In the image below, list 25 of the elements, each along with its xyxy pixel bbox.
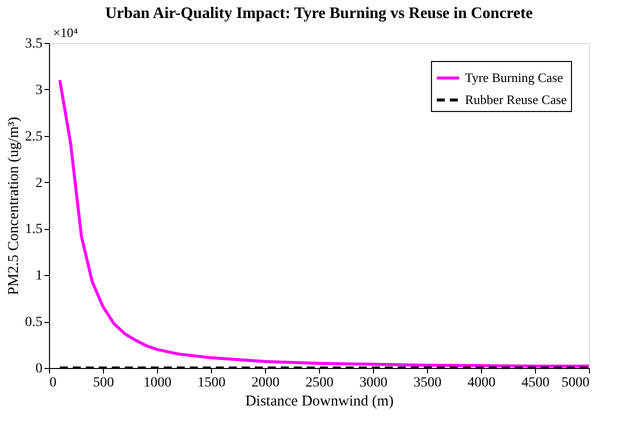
x-tick-label: 1500: [198, 376, 226, 390]
y-tick-label: 2.5: [25, 129, 42, 144]
text: ×10⁴: [53, 25, 78, 40]
y-tick-label: 0: [36, 362, 42, 376]
x-axis-title: Distance Downwind (m): [245, 394, 394, 410]
y-tick-label: 0.5: [25, 315, 42, 330]
y-axis-title: PM2.5 Concentration (ug/m³): [6, 116, 22, 296]
x-tick-label: 500: [93, 376, 114, 390]
x-tick-label: 3500: [414, 376, 442, 390]
x-tick-label: 1000: [144, 376, 172, 390]
x-tick-label: 2000: [252, 376, 280, 390]
x-tick-label: 2500: [306, 376, 334, 390]
x-tick-label: 5000: [562, 376, 590, 390]
y-tick-label: 1: [36, 268, 42, 284]
y-tick-label: 1.5: [25, 222, 42, 238]
x-tick-label: 3000: [360, 376, 388, 390]
chart-title: Urban Air-Quality Impact: Tyre Burning vs Reuse in Concrete: [105, 5, 533, 22]
legend-label: Tyre Burning Case: [465, 70, 564, 85]
x-tick-label: 4500: [522, 376, 550, 390]
y-tick-label: 2: [36, 176, 42, 191]
x-tick-label: 4000: [468, 376, 496, 390]
x-tick-label: 0: [50, 376, 56, 390]
y-tick-label: 3: [36, 82, 42, 98]
legend-label: Rubber Reuse Case: [465, 92, 568, 107]
y-tick-label: 3.5: [25, 36, 42, 52]
